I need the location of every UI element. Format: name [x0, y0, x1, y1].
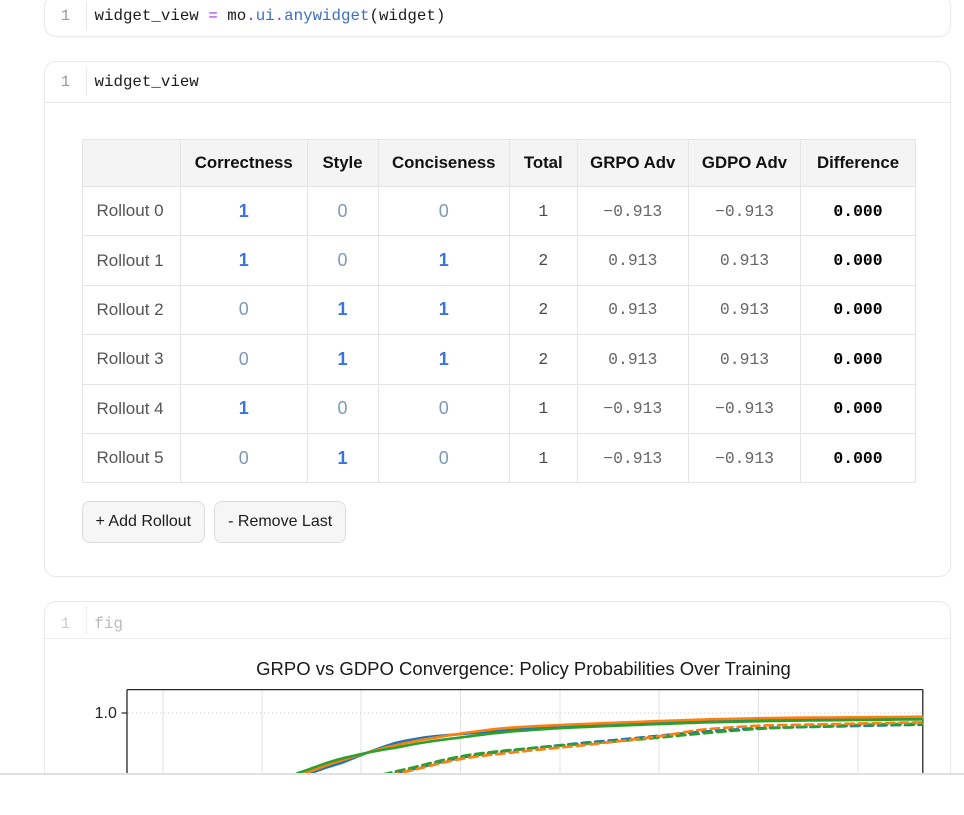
svg-text:GRPO vs GDPO Convergence: Poli: GRPO vs GDPO Convergence: Policy Probabi… [256, 658, 791, 679]
svg-text:1.0: 1.0 [95, 705, 117, 722]
